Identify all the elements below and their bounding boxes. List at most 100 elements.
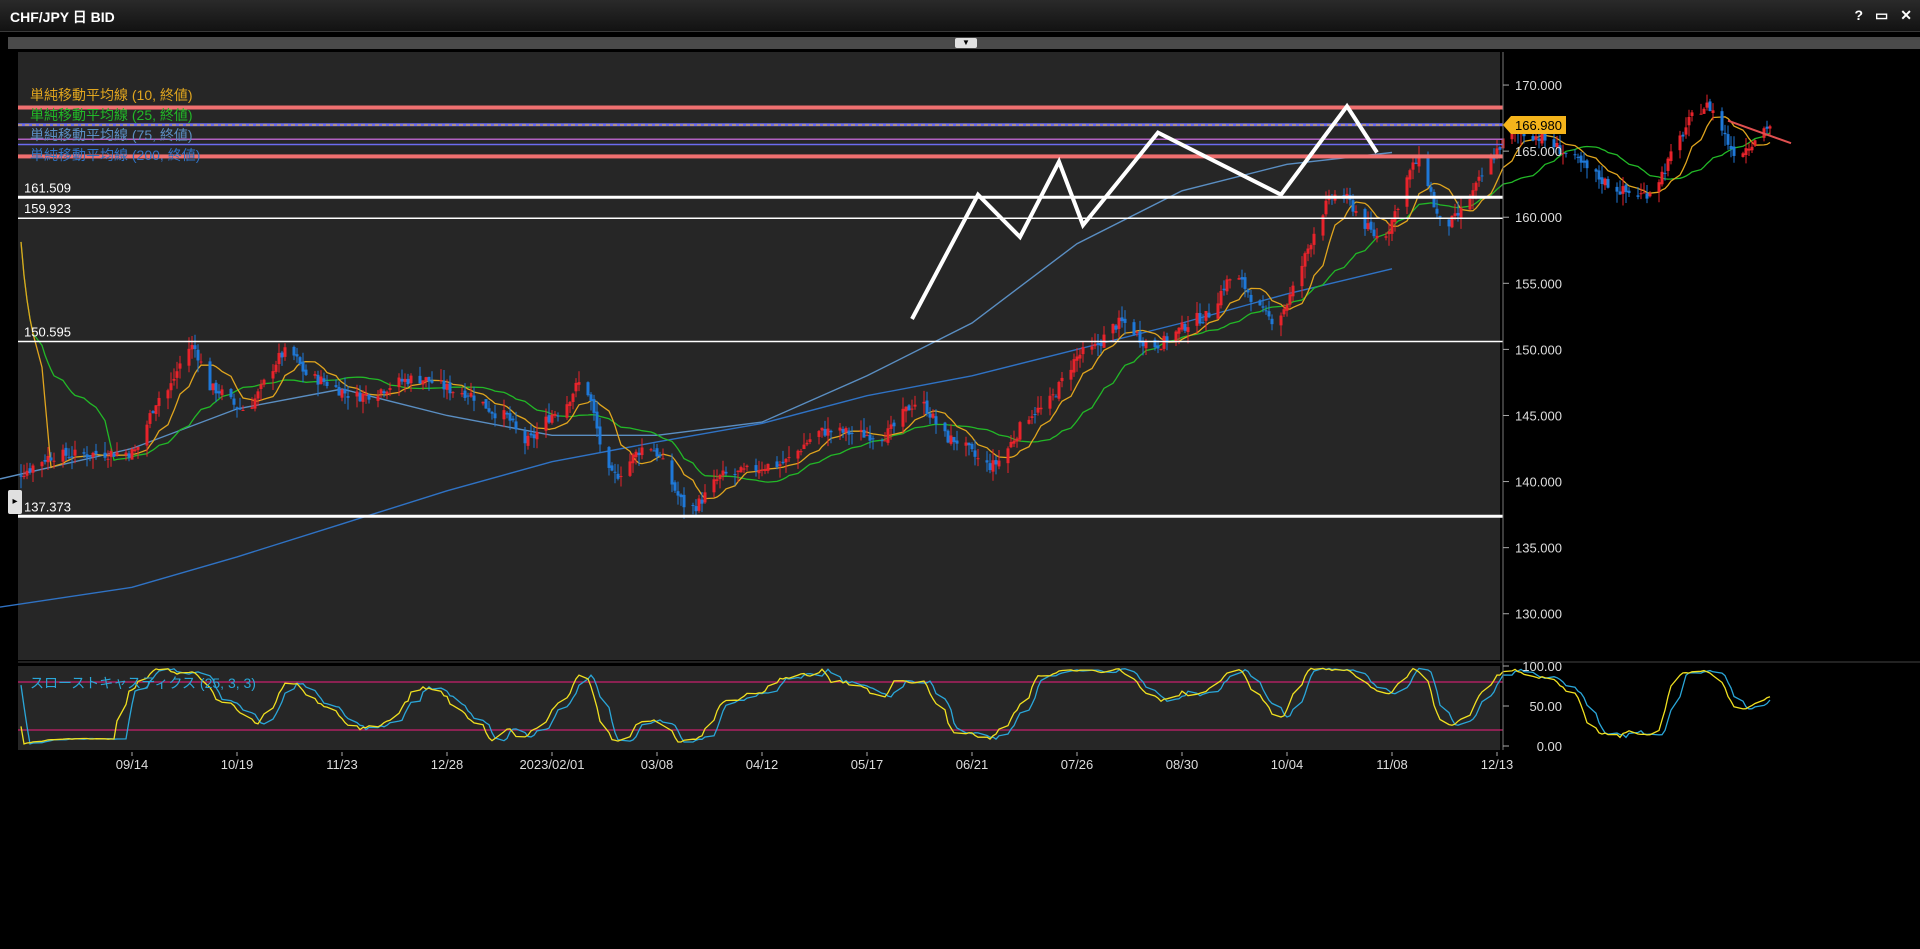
current-price-tag [1503, 115, 1566, 134]
side-panel-toggle[interactable]: ▸ [8, 490, 22, 514]
candle-body [1558, 145, 1562, 155]
candle-body [298, 357, 302, 364]
close-icon[interactable]: ✕ [1900, 7, 1912, 23]
stoch-legend-label: スローストキャスティクス (25, 3, 3) [30, 675, 256, 691]
candle-body [376, 396, 380, 401]
help-icon[interactable]: ? [1854, 7, 1864, 23]
candle-body [592, 399, 596, 413]
candle-body [385, 391, 389, 395]
candle-body [1186, 327, 1190, 333]
indicator-legend-label: 単純移動平均線 (75, 終値) [30, 127, 193, 143]
candle-body [154, 405, 158, 414]
candle-body [487, 408, 491, 412]
candle-body [103, 452, 107, 458]
candle-body [1072, 359, 1076, 373]
candle-body [1369, 221, 1373, 230]
candle-body [703, 492, 707, 503]
candle-body [571, 393, 575, 403]
candle-body [295, 354, 299, 357]
candle-body [724, 471, 728, 474]
candle-body [127, 453, 131, 458]
candle-body [673, 482, 677, 491]
candle-body [115, 452, 119, 456]
x-tick-label: 11/08 [1376, 757, 1408, 772]
candle-body [871, 438, 875, 440]
candle-body [529, 433, 533, 436]
candle-body [91, 452, 95, 458]
candle-body [1540, 133, 1544, 144]
candle-body [133, 449, 137, 452]
candle-body [355, 391, 359, 397]
candle-body [1225, 279, 1229, 292]
maximize-icon[interactable]: ▭ [1875, 7, 1889, 23]
candle-body [850, 432, 854, 434]
candle-body [946, 430, 950, 443]
candle-body [1606, 178, 1610, 188]
candle-body [343, 388, 347, 394]
candle-body [1603, 178, 1607, 186]
candle-body [970, 443, 974, 450]
candle-body [484, 399, 488, 409]
candle-body [679, 494, 683, 498]
candle-body [775, 461, 779, 468]
candle-body [130, 449, 134, 460]
x-tick-label: 06/21 [956, 757, 989, 772]
candle-body [1621, 186, 1625, 194]
candle-body [1291, 285, 1295, 297]
candle-body [997, 460, 1001, 467]
candle-body [1468, 199, 1472, 210]
candle-body [283, 347, 287, 357]
candle-body [1162, 335, 1166, 349]
candle-body [1435, 208, 1439, 214]
candle-body [619, 476, 623, 478]
resistance-line [18, 105, 1503, 110]
candle-body [1246, 289, 1250, 293]
candle-body [547, 415, 551, 423]
candle-body [1456, 212, 1460, 216]
candle-body [1594, 169, 1598, 172]
candle-body [847, 430, 851, 435]
candle-body [859, 429, 863, 432]
window-title: CHF/JPY 日 BID [10, 9, 115, 25]
candle-body [112, 453, 116, 457]
candle-body [913, 404, 917, 407]
candle-body [862, 429, 866, 438]
candle-body [322, 378, 326, 382]
candle-body [1243, 277, 1247, 289]
candle-body [1474, 182, 1478, 191]
candle-body [1174, 331, 1178, 342]
candle-body [1765, 126, 1769, 129]
candle-body [1561, 153, 1565, 155]
candle-body [661, 458, 665, 460]
candle-body [145, 424, 149, 446]
candle-body [70, 456, 74, 458]
candle-body [199, 361, 203, 363]
candle-body [697, 498, 701, 511]
candle-body [1018, 422, 1022, 440]
candle-body [1009, 441, 1013, 448]
candle-body [763, 469, 767, 472]
candle-body [1627, 190, 1631, 194]
candle-body [553, 413, 557, 416]
candle-body [418, 375, 422, 384]
candle-body [1120, 317, 1124, 322]
candle-body [1669, 151, 1673, 161]
candle-body [1201, 322, 1205, 324]
candle-body [784, 458, 788, 463]
candle-body [229, 389, 233, 398]
candle-body [508, 413, 512, 421]
candle-body [439, 380, 443, 382]
candle-body [1639, 193, 1643, 195]
candle-body [1597, 170, 1601, 180]
candle-body [409, 375, 413, 384]
chevron-down-icon[interactable]: ▼ [955, 38, 977, 48]
x-tick-label: 04/12 [746, 757, 779, 772]
candle-body [586, 382, 590, 396]
candle-body [1600, 177, 1604, 184]
candle-body [148, 413, 152, 424]
candle-body [943, 422, 947, 432]
candle-body [292, 346, 296, 356]
candle-body [967, 442, 971, 446]
candle-body [1393, 211, 1397, 222]
